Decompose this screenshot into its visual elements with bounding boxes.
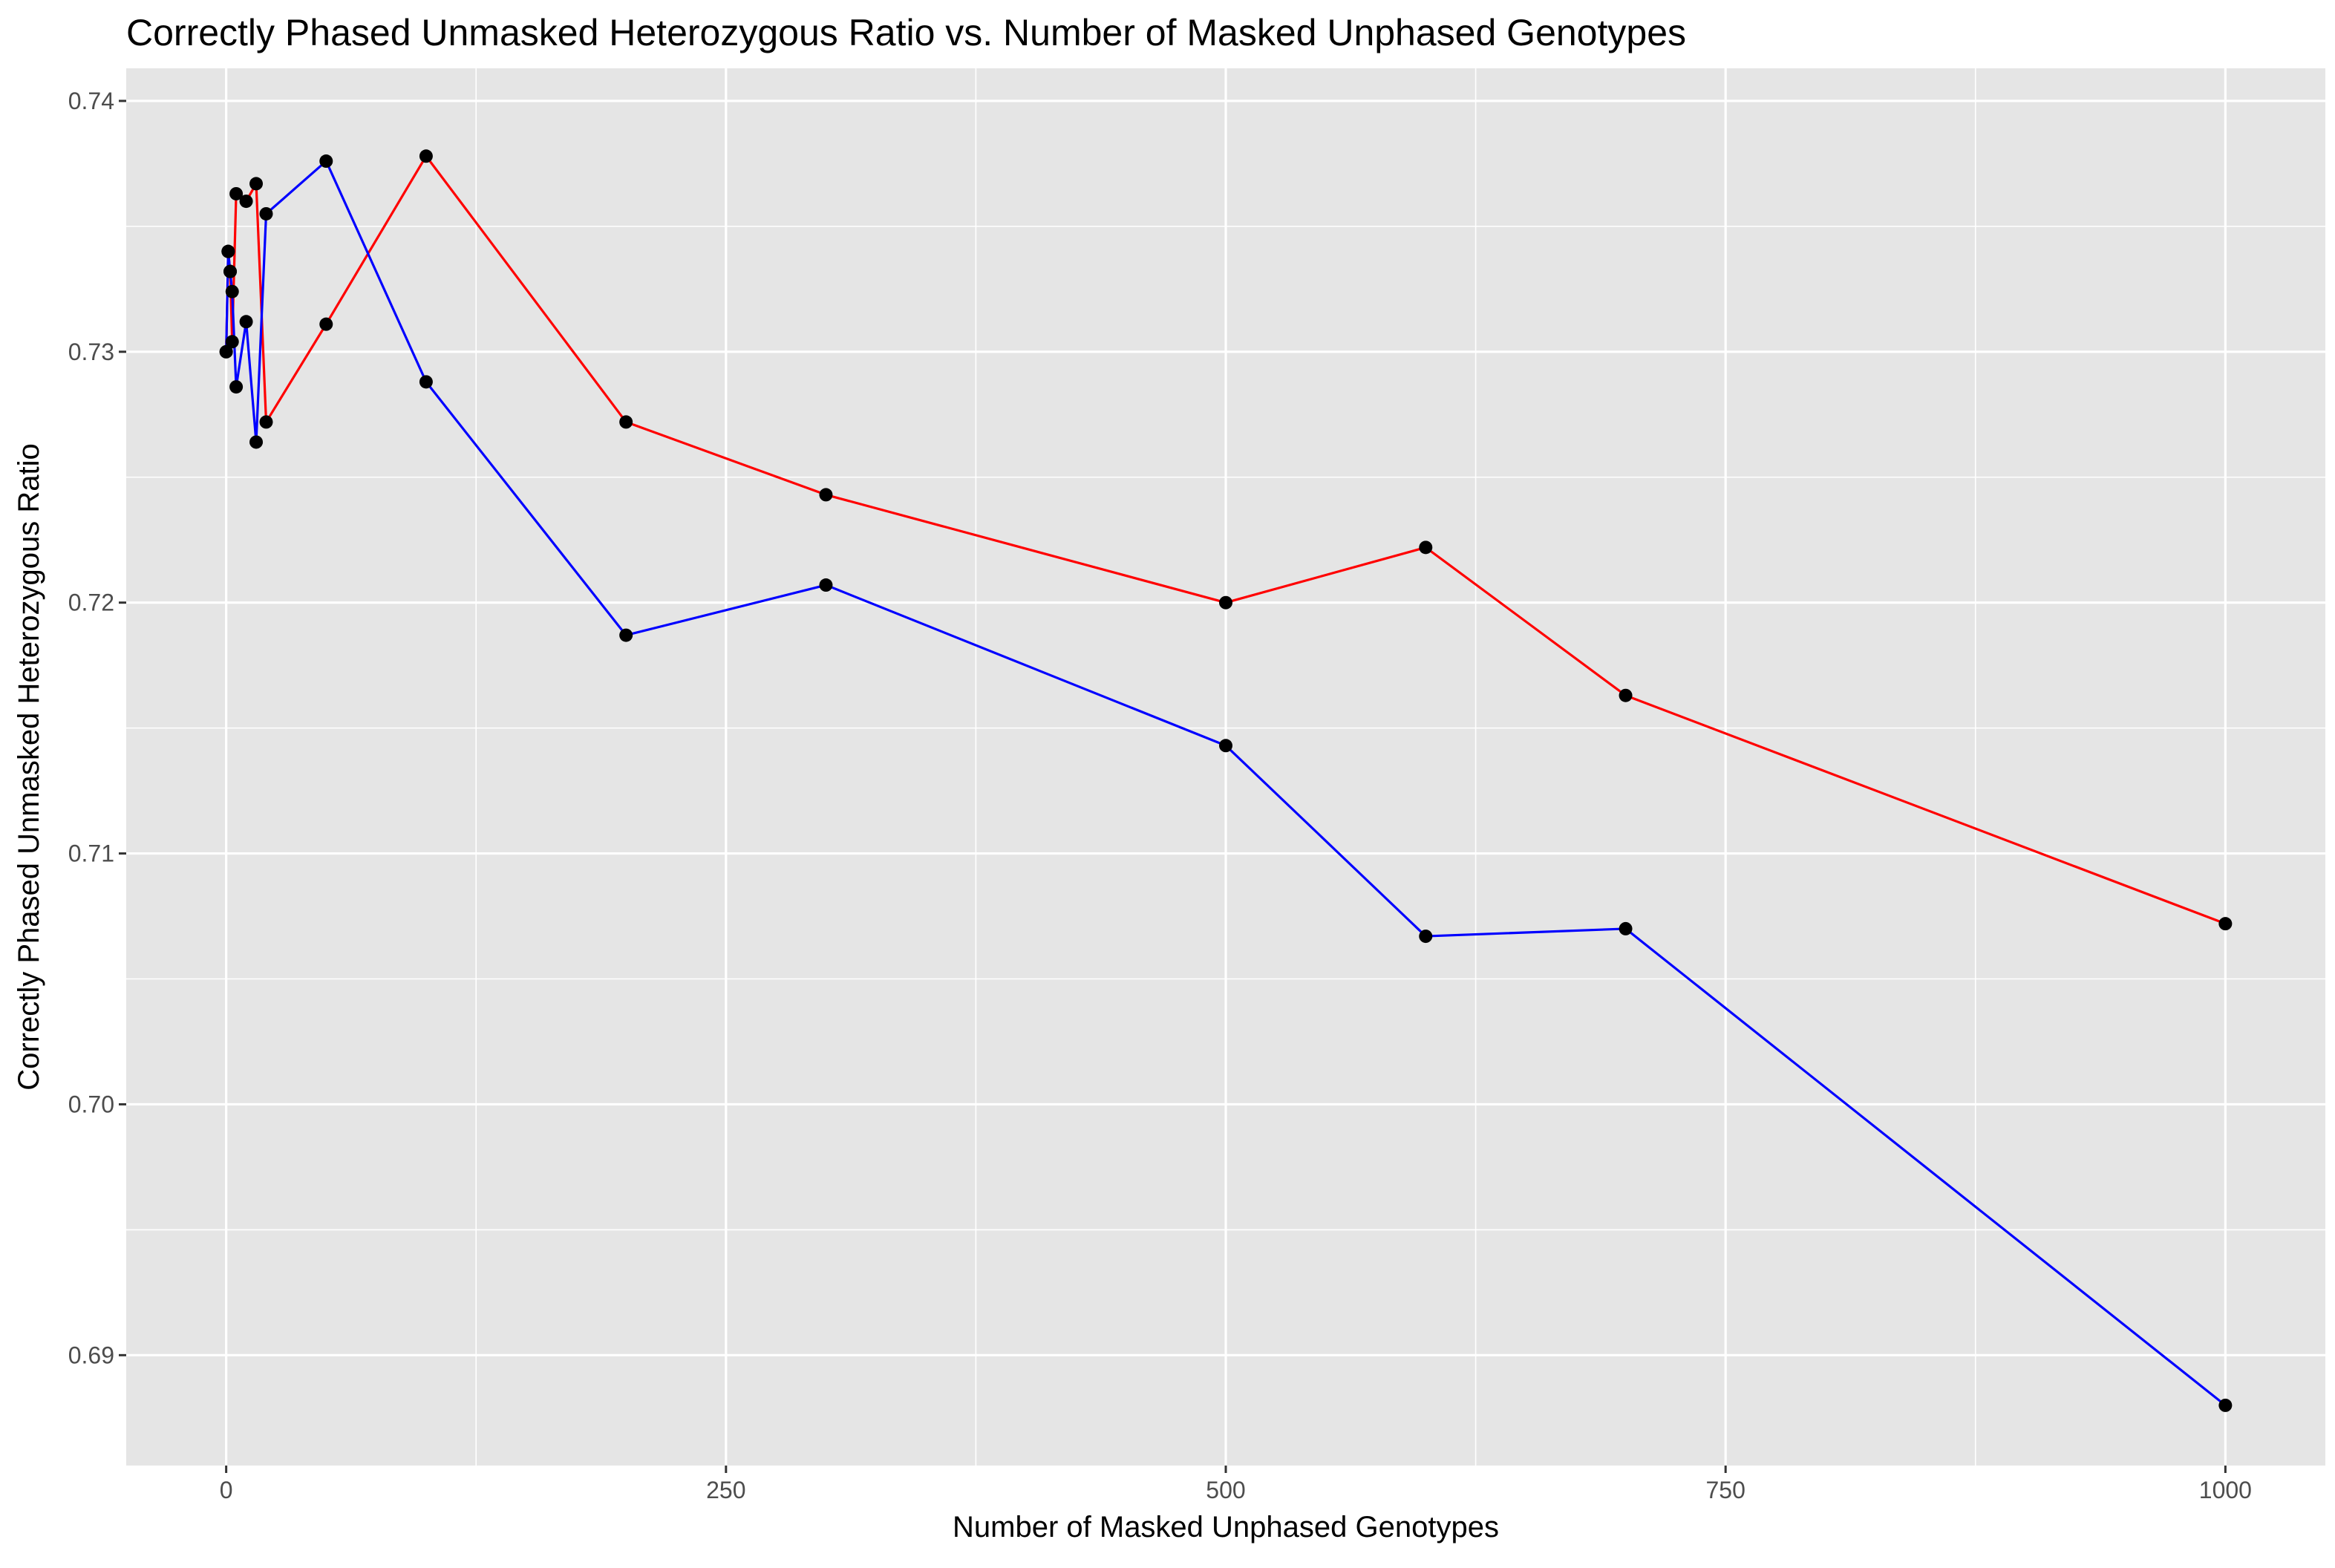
series-line-1: [225, 154, 2227, 925]
x-tick-label: 1000: [2199, 1477, 2252, 1503]
y-axis-ticks: 0.69 0.70 0.71 0.72 0.73 0.74: [68, 88, 126, 1368]
data-point-series-2: [319, 154, 333, 169]
y-tick-label: 0.72: [68, 589, 114, 616]
data-point-series-1: [619, 415, 633, 429]
data-point-series-2: [1619, 921, 1633, 935]
data-point-series-2: [259, 206, 273, 220]
data-point-series-2: [225, 284, 239, 298]
x-tick-label: 750: [1705, 1477, 1745, 1503]
y-axis-title: Correctly Phased Unmasked Heterozygous R…: [13, 443, 45, 1091]
data-point-series-1: [819, 488, 833, 502]
data-point-series-1: [1219, 595, 1232, 610]
x-axis-ticks: 0 250 500 750 1000: [220, 1466, 2252, 1503]
data-point-series-1: [419, 149, 433, 163]
data-point-series-2: [419, 375, 433, 389]
y-tick-label: 0.74: [68, 88, 114, 114]
data-point-series-2: [239, 315, 253, 329]
data-point-series-1: [229, 186, 244, 200]
data-point-series-2: [2218, 1398, 2233, 1412]
data-point-series-2: [223, 264, 238, 278]
data-points: [219, 149, 2233, 1412]
data-point-series-2: [229, 380, 244, 394]
series-line-2: [225, 160, 2227, 1407]
data-point-series-2: [819, 578, 833, 592]
data-point-series-2: [1219, 739, 1232, 753]
data-point-series-1: [1419, 540, 1433, 555]
y-tick-label: 0.71: [68, 840, 114, 867]
y-tick-label: 0.69: [68, 1342, 114, 1368]
data-point-series-1: [249, 177, 264, 191]
x-tick-label: 500: [1206, 1477, 1245, 1503]
data-point-series-2: [619, 628, 633, 642]
data-point-series-1: [2218, 917, 2233, 931]
data-point-series-2: [219, 344, 233, 359]
data-point-series-1: [259, 415, 273, 429]
x-axis-title: Number of Masked Unphased Genotypes: [953, 1511, 1499, 1544]
chart-title: Correctly Phased Unmasked Heterozygous R…: [126, 12, 1686, 53]
data-point-series-1: [239, 195, 253, 209]
data-point-series-2: [249, 435, 264, 449]
data-point-series-1: [1619, 688, 1633, 702]
x-tick-label: 250: [706, 1477, 745, 1503]
data-point-series-2: [1419, 930, 1433, 944]
x-tick-label: 0: [220, 1477, 233, 1503]
data-point-series-1: [319, 317, 333, 331]
data-point-series-1: [225, 335, 239, 349]
y-tick-label: 0.70: [68, 1091, 114, 1117]
data-point-series-2: [221, 244, 235, 258]
series-lines: [225, 154, 2227, 1407]
y-tick-label: 0.73: [68, 339, 114, 365]
major-gridlines: [126, 68, 2325, 1466]
